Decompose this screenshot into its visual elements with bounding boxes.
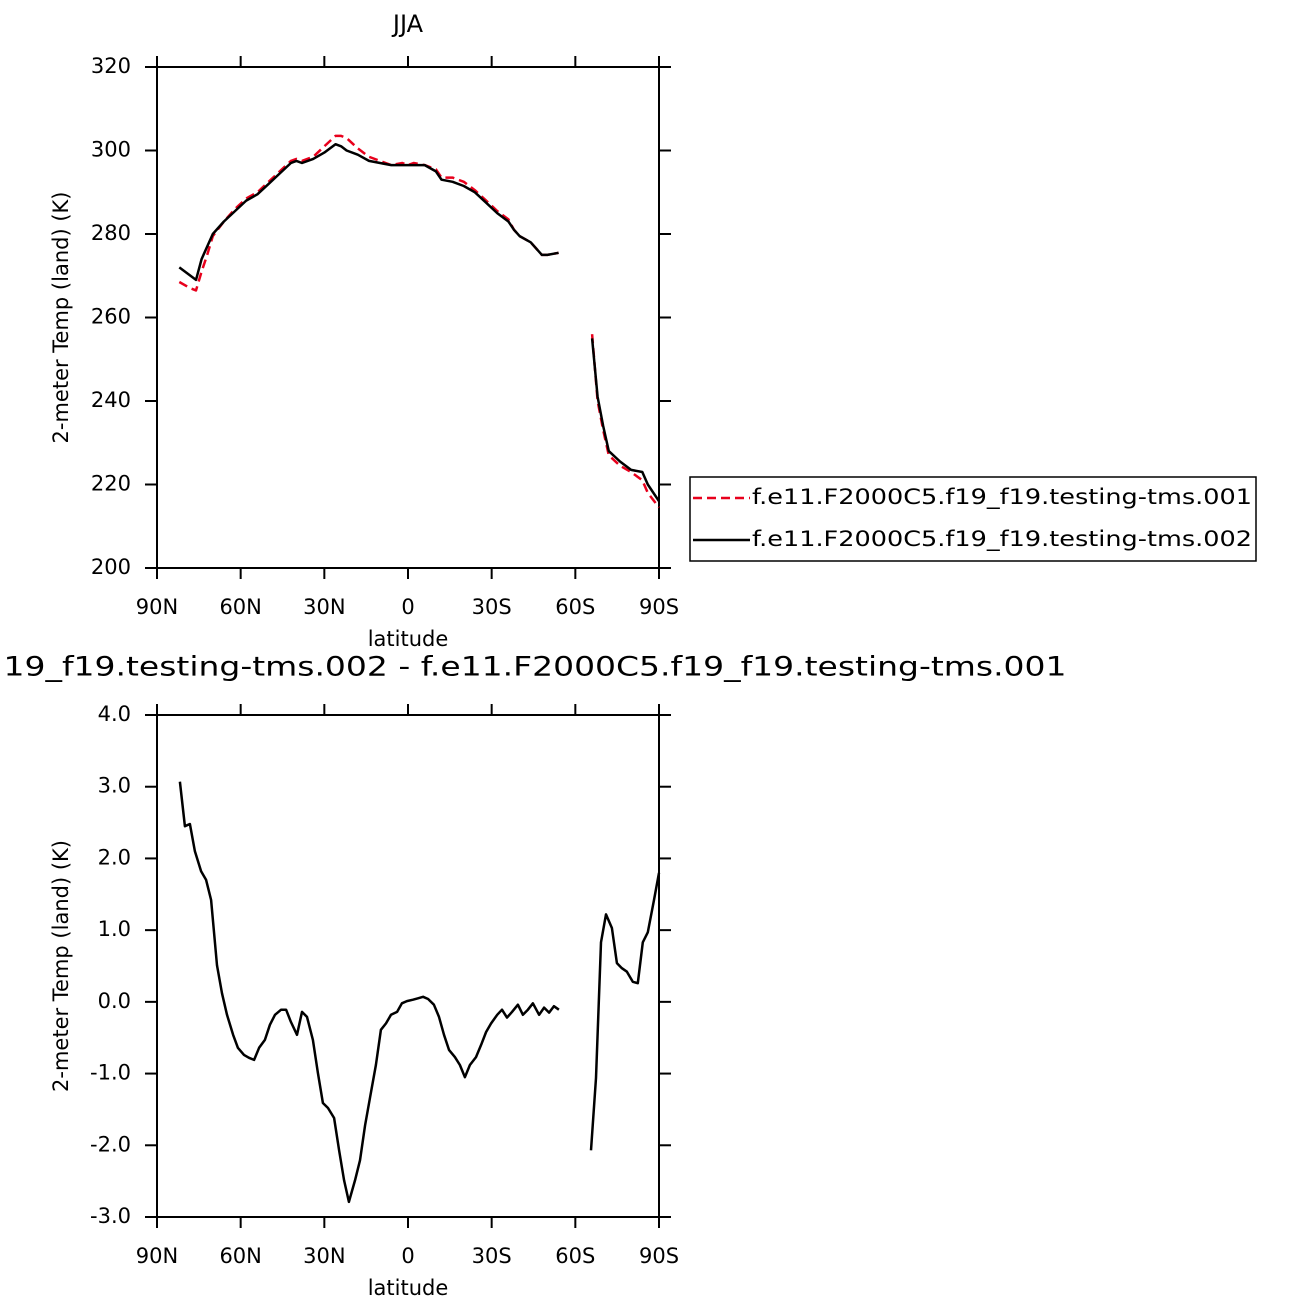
y-tick-label: 300: [91, 138, 131, 162]
x-tick-label: 30S: [472, 595, 512, 619]
x-tick-label: 30N: [303, 595, 345, 619]
y-tick-label: 200: [91, 555, 131, 579]
y-tick-label: -1.0: [90, 1061, 131, 1085]
y-tick-label: 3.0: [98, 774, 131, 798]
data-line: [178, 134, 660, 509]
x-axis-label: latitude: [368, 627, 449, 651]
x-tick-label: 30N: [303, 1244, 345, 1268]
x-tick-label: 60S: [555, 595, 595, 619]
y-tick-label: 4.0: [98, 702, 131, 726]
x-tick-label: 90N: [136, 595, 178, 619]
x-tick-label: 90N: [136, 1244, 178, 1268]
x-tick-label: 60S: [555, 1244, 595, 1268]
x-tick-label: 90S: [639, 1244, 679, 1268]
x-tick-label: 0: [401, 595, 414, 619]
y-tick-label: 240: [91, 388, 131, 412]
x-tick-label: 90S: [639, 595, 679, 619]
y-tick-label: -2.0: [90, 1132, 131, 1156]
y-tick-label: 260: [91, 305, 131, 329]
y-tick-label: -3.0: [90, 1204, 131, 1228]
x-tick-label: 60N: [219, 1244, 261, 1268]
legend-box: [689, 476, 1257, 562]
x-tick-label: 0: [401, 1244, 414, 1268]
y-axis-label: 2-meter Temp (land) (K): [49, 840, 73, 1092]
y-tick-label: 0.0: [98, 989, 131, 1013]
legend-label: f.e11.F2000C5.f19_f19.testing-tms.002: [752, 527, 1252, 552]
x-tick-label: 30S: [472, 1244, 512, 1268]
plot-frame: [156, 66, 660, 569]
y-tick-label: 2.0: [98, 845, 131, 869]
y-tick-label: 280: [91, 221, 131, 245]
data-line: [178, 781, 661, 1204]
chart-title: JJA: [391, 10, 424, 38]
x-axis-label: latitude: [368, 1276, 449, 1300]
data-line: [178, 142, 661, 502]
legend-label: f.e11.F2000C5.f19_f19.testing-tms.001: [752, 485, 1252, 510]
chart-title: 19_f19.testing-tms.002 - f.e11.F2000C5.f…: [4, 652, 1067, 683]
y-axis-label: 2-meter Temp (land) (K): [49, 192, 73, 444]
y-tick-label: 1.0: [98, 917, 131, 941]
plot-frame: [156, 714, 660, 1218]
y-tick-label: 320: [91, 54, 131, 78]
x-tick-label: 60N: [219, 595, 261, 619]
y-tick-label: 220: [91, 472, 131, 496]
